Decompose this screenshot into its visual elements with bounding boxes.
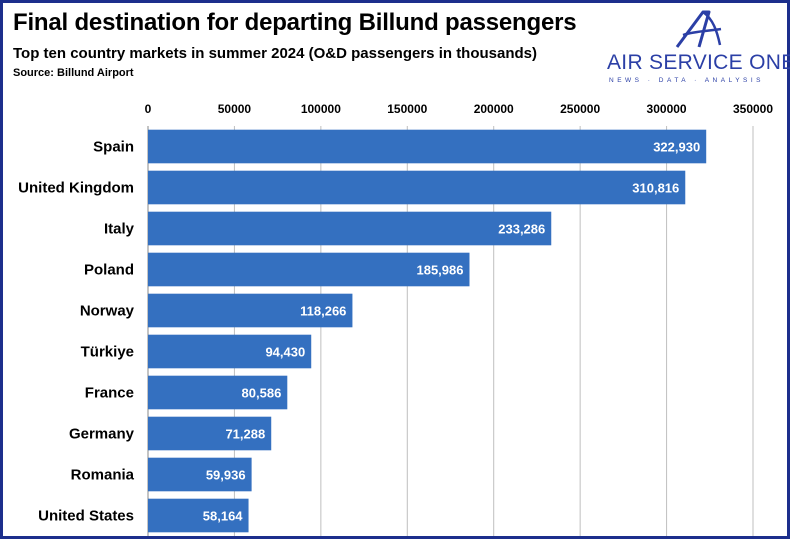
logo-tagline: NEWS · DATA · ANALYSIS <box>609 77 765 84</box>
category-label: Romania <box>71 467 135 484</box>
chart-source: Source: Billund Airport <box>13 67 134 79</box>
category-label: Türkiye <box>81 344 134 361</box>
bar <box>148 416 272 451</box>
category-label: United Kingdom <box>18 180 134 197</box>
x-tick-label: 350000 <box>733 102 773 116</box>
x-tick-label: 300000 <box>647 102 687 116</box>
bar-chart: 0 50000 100000 150000 200000 250000 300000 3500… <box>18 102 774 536</box>
x-tick-label: 250000 <box>560 102 600 116</box>
bar <box>148 498 249 533</box>
x-tick-label: 0 <box>145 102 152 116</box>
x-tick-label: 150000 <box>387 102 427 116</box>
data-label: 94,430 <box>265 345 305 360</box>
bar <box>148 457 252 492</box>
bar <box>148 334 312 369</box>
data-label: 80,586 <box>242 386 282 401</box>
category-label: Norway <box>80 303 135 320</box>
bar <box>148 170 686 205</box>
data-label: 71,288 <box>225 427 265 442</box>
category-label: United States <box>38 508 134 525</box>
data-label: 322,930 <box>653 140 700 155</box>
category-label: Poland <box>84 262 134 279</box>
bar <box>148 129 707 164</box>
data-label: 310,816 <box>632 181 679 196</box>
air-service-one-logo: AIR SERVICE ONE NEWS · DATA · ANALYSIS <box>603 9 790 87</box>
bar <box>148 252 470 287</box>
category-label: Italy <box>104 221 135 238</box>
data-label: 185,986 <box>416 263 463 278</box>
category-label: Germany <box>69 426 135 443</box>
logo-name: AIR SERVICE ONE <box>607 51 790 74</box>
bar <box>148 211 552 246</box>
x-tick-label: 100000 <box>301 102 341 116</box>
category-label: Spain <box>93 139 134 156</box>
category-label: France <box>85 385 134 402</box>
value-labels: 322,930 310,816 233,286 185,986 118,266 94,43… <box>203 140 700 524</box>
x-axis-ticks: 0 50000 100000 150000 200000 250000 300000 3500… <box>145 102 774 116</box>
data-label: 58,164 <box>203 509 244 524</box>
x-tick-label: 50000 <box>218 102 252 116</box>
stylized-a-icon <box>675 10 722 48</box>
bar <box>148 375 288 410</box>
bars <box>148 129 707 533</box>
chart-title: Final destination for departing Billund … <box>13 9 577 36</box>
data-label: 118,266 <box>300 304 346 319</box>
category-labels: Spain United Kingdom Italy Poland Norway Türk… <box>18 139 134 525</box>
chart-subtitle: Top ten country markets in summer 2024 (… <box>13 45 538 62</box>
data-label: 59,936 <box>206 468 246 483</box>
x-tick-label: 200000 <box>474 102 514 116</box>
bar <box>148 293 353 328</box>
data-label: 233,286 <box>498 222 545 237</box>
